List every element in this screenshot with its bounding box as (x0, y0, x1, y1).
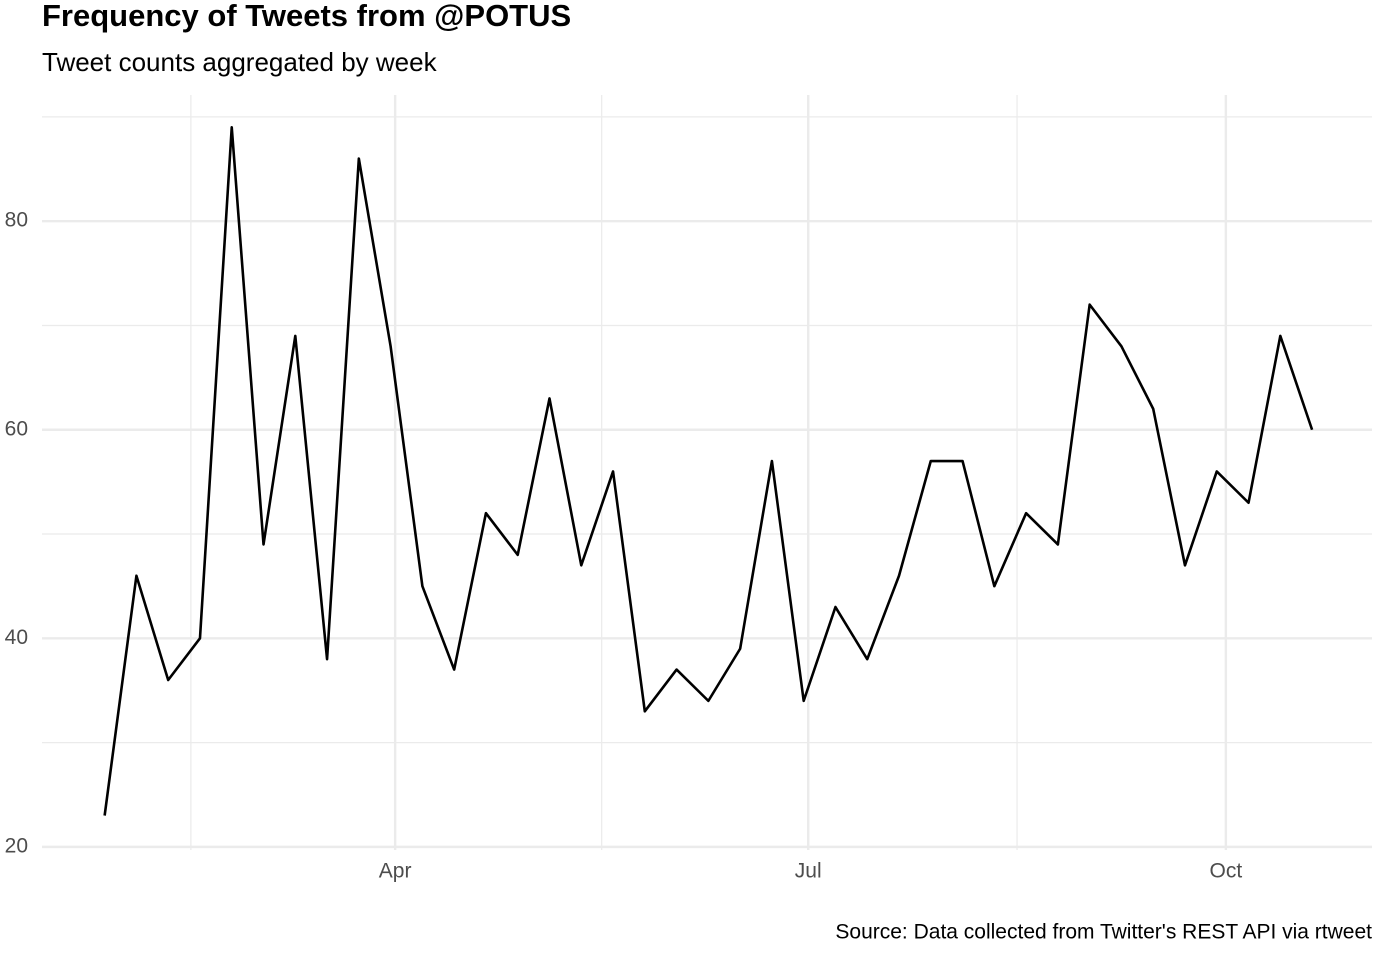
grid (42, 95, 1372, 850)
plot (103, 126, 1314, 816)
y-tick-label: 80 (5, 209, 28, 232)
chart-subtitle: Tweet counts aggregated by week (42, 47, 438, 77)
line (103, 126, 1314, 816)
x-tick-label: Jul (795, 860, 822, 883)
y-tick-label: 40 (5, 626, 28, 649)
chart-caption: Source: Data collected from Twitter's RE… (835, 921, 1372, 944)
x-tick-label: Oct (1210, 860, 1243, 883)
y-tick-label: 20 (5, 834, 28, 857)
y-tick-label: 60 (5, 417, 28, 440)
x-tick-label: Apr (379, 860, 412, 883)
chart-title: Frequency of Tweets from @POTUS (42, 0, 571, 33)
